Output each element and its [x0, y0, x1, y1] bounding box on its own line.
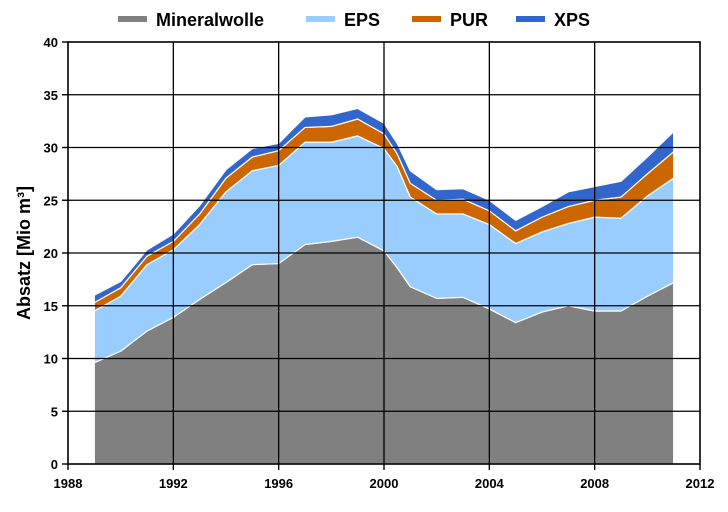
x-tick-label: 1996 [264, 476, 293, 491]
x-tick-label: 1988 [54, 476, 83, 491]
legend-label: Mineralwolle [156, 10, 264, 30]
x-tick-label: 2012 [686, 476, 715, 491]
x-tick-label: 2000 [370, 476, 399, 491]
x-tick-label: 2004 [475, 476, 505, 491]
legend-label: EPS [344, 10, 380, 30]
legend-label: PUR [450, 10, 488, 30]
y-axis: 0 5 10 15 20 25 30 35 40 [44, 35, 68, 472]
legend-item-mineralwolle: Mineralwolle [118, 10, 264, 30]
x-axis: 1988 1992 1996 2000 2004 2008 2012 [54, 464, 715, 491]
y-tick-label: 40 [44, 35, 58, 50]
y-tick-label: 0 [51, 457, 58, 472]
y-tick-label: 35 [44, 88, 58, 103]
legend-label: XPS [554, 10, 590, 30]
y-tick-label: 25 [44, 193, 58, 208]
y-axis-title: Absatz [Mio m³] [14, 186, 34, 320]
x-tick-label: 2008 [580, 476, 609, 491]
legend: Mineralwolle EPS PUR XPS [118, 10, 590, 30]
y-tick-label: 20 [44, 246, 58, 261]
x-tick-label: 1992 [159, 476, 188, 491]
grid [68, 42, 700, 464]
legend-item-eps: EPS [306, 10, 380, 30]
legend-item-pur: PUR [412, 10, 488, 30]
legend-item-xps: XPS [516, 10, 590, 30]
y-tick-label: 10 [44, 352, 58, 367]
y-tick-label: 30 [44, 141, 58, 156]
y-tick-label: 5 [51, 404, 58, 419]
y-tick-label: 15 [44, 299, 58, 314]
